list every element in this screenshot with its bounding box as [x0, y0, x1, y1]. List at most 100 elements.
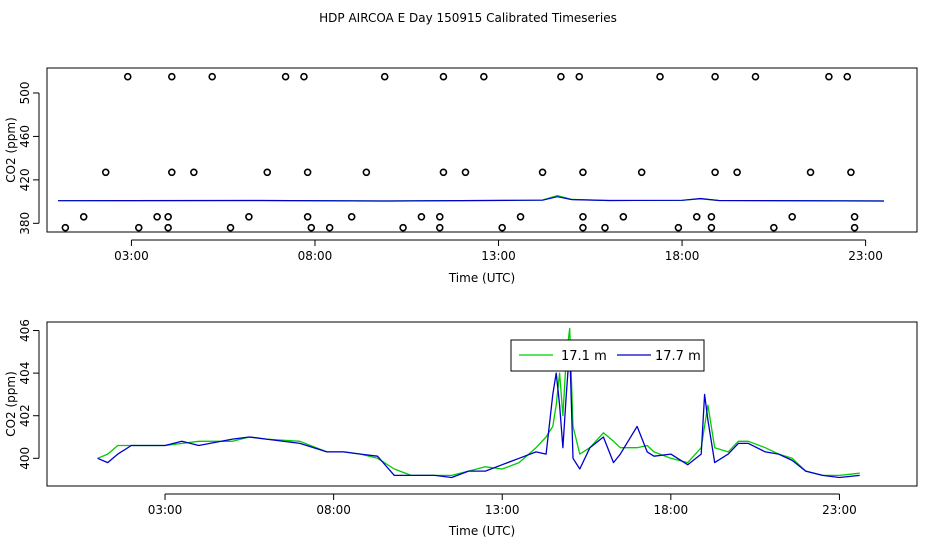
- scatter-point: [439, 168, 448, 177]
- scatter-point: [263, 168, 272, 177]
- scatter-point: [579, 168, 587, 177]
- scatter-point: [303, 212, 312, 221]
- top-x-tick-label: 13:00: [481, 249, 516, 263]
- bottom-y-axis-label: CO2 (ppm): [4, 371, 18, 437]
- scatter-point: [711, 168, 719, 177]
- bottom-x-tick-label: 18:00: [654, 503, 689, 517]
- scatter-point: [123, 72, 132, 81]
- bottom-y-tick-label: 406: [18, 319, 32, 342]
- scatter-point: [733, 168, 741, 177]
- scatter-point: [480, 72, 488, 81]
- top-y-axis: 380 420 460 500: [18, 82, 40, 235]
- scatter-point: [711, 72, 719, 81]
- scatter-point: [692, 212, 701, 221]
- scatter-point: [439, 72, 448, 81]
- scatter-point: [656, 72, 664, 81]
- scatter-point: [850, 223, 859, 232]
- scatter-point: [79, 212, 88, 221]
- bottom-x-tick-label: 13:00: [485, 503, 520, 517]
- top-series-lines: [57, 195, 885, 202]
- scatter-point: [435, 223, 444, 232]
- scatter-point: [208, 72, 216, 81]
- bottom-legend: 17.1 m 17.7 m: [510, 339, 705, 372]
- top-y-tick-label: 500: [18, 82, 32, 105]
- bottom-chart: 03:00 08:00 13:00 18:00 23:00 400 402 404 406 1…: [4, 319, 918, 538]
- bottom-x-axis-label: Time (UTC): [448, 524, 515, 538]
- scatter-point: [707, 212, 716, 221]
- bottom-x-tick-label: 03:00: [148, 503, 183, 517]
- scatter-point: [847, 168, 855, 177]
- bottom-series-line-17-1-m: [97, 327, 860, 477]
- scatter-point: [843, 72, 852, 81]
- scatter-point: [168, 72, 176, 81]
- scatter-point: [579, 212, 587, 221]
- scatter-point: [380, 72, 389, 81]
- top-y-tick-label: 420: [18, 168, 32, 191]
- bottom-series-lines: [97, 327, 860, 479]
- scatter-point: [516, 212, 525, 221]
- scatter-point: [435, 212, 444, 221]
- scatter-point: [579, 223, 587, 232]
- scatter-point: [362, 168, 371, 177]
- scatter-point: [61, 223, 70, 232]
- top-y-tick-label: 380: [18, 212, 32, 235]
- scatter-point: [498, 223, 506, 232]
- bottom-y-tick-label: 400: [18, 447, 32, 470]
- scatter-point: [806, 168, 815, 177]
- scatter-point: [557, 72, 565, 81]
- bottom-y-tick-label: 402: [18, 404, 32, 427]
- scatter-point: [461, 168, 470, 177]
- scatter-point: [325, 223, 334, 232]
- bottom-y-tick-label: 404: [18, 362, 32, 385]
- top-x-tick-label: 23:00: [848, 249, 883, 263]
- scatter-point: [751, 72, 760, 81]
- scatter-point: [153, 212, 161, 221]
- scatter-point: [347, 212, 356, 221]
- legend-label-17-1m: 17.1 m: [561, 349, 607, 364]
- scatter-point: [674, 223, 683, 232]
- scatter-point: [601, 223, 609, 232]
- top-x-tick-label: 18:00: [665, 249, 700, 263]
- bottom-series-line-17-7-m: [97, 346, 860, 479]
- scatter-point: [417, 212, 426, 221]
- top-x-axis: 03:00 08:00 13:00 18:00 23:00: [114, 239, 883, 263]
- scatter-point: [825, 72, 833, 81]
- scatter-point: [164, 212, 172, 221]
- scatter-point: [788, 212, 796, 221]
- top-series-line-17-7-m: [57, 196, 885, 202]
- legend-label-17-7m: 17.7 m: [655, 349, 701, 364]
- top-y-axis-label: CO2 (ppm): [4, 117, 18, 183]
- scatter-point: [307, 223, 316, 232]
- top-scatter-points: [61, 72, 859, 232]
- bottom-x-tick-label: 23:00: [822, 503, 857, 517]
- top-x-tick-label: 03:00: [114, 249, 149, 263]
- scatter-point: [134, 223, 143, 232]
- scatter-point: [226, 223, 235, 232]
- bottom-y-axis: 400 402 404 406: [18, 319, 40, 470]
- top-x-tick-label: 08:00: [298, 249, 333, 263]
- scatter-point: [300, 72, 308, 81]
- figure-title: HDP AIRCOA E Day 150915 Calibrated Times…: [319, 11, 617, 25]
- top-plot-frame: [46, 67, 918, 233]
- scatter-point: [850, 212, 859, 221]
- scatter-point: [399, 223, 407, 232]
- scatter-point: [303, 168, 312, 177]
- scatter-point: [281, 72, 290, 81]
- bottom-plot-frame: [46, 321, 918, 487]
- top-x-axis-label: Time (UTC): [448, 271, 515, 285]
- scatter-point: [575, 72, 584, 81]
- scatter-point: [637, 168, 646, 177]
- top-chart: 03:00 08:00 13:00 18:00 23:00 380 420 460 500 T…: [4, 67, 918, 285]
- scatter-point: [770, 223, 778, 232]
- top-y-tick-label: 460: [18, 125, 32, 148]
- scatter-point: [168, 168, 176, 177]
- scatter-point: [101, 168, 110, 177]
- scatter-point: [707, 223, 716, 232]
- scatter-point: [245, 212, 253, 221]
- scatter-point: [619, 212, 628, 221]
- scatter-point: [538, 168, 547, 177]
- scatter-point: [164, 223, 172, 232]
- bottom-x-tick-label: 08:00: [316, 503, 351, 517]
- bottom-x-axis: 03:00 08:00 13:00 18:00 23:00: [148, 493, 857, 517]
